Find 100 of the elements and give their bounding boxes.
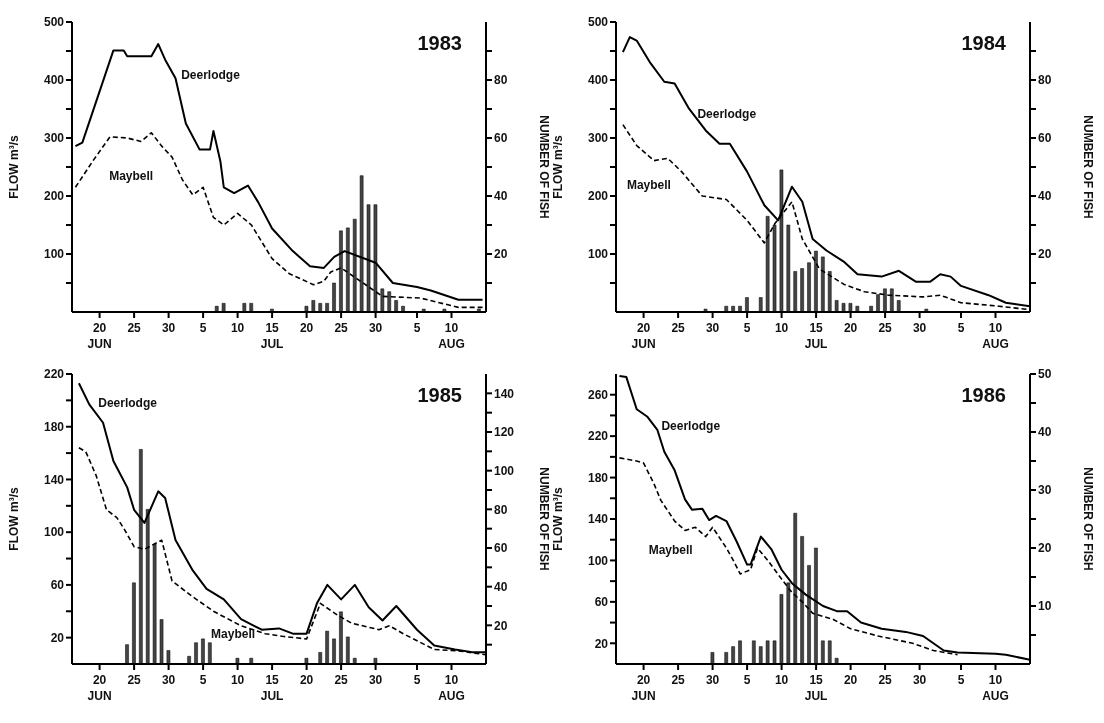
series-label: Maybell: [109, 169, 154, 183]
x-tick-label: 15 JUL: [804, 673, 828, 703]
y-tick-label: 180: [587, 470, 609, 485]
y2-tick-label: 20: [494, 618, 508, 633]
x-tick-label: 25: [127, 321, 142, 335]
y2-tick-label: 120: [494, 425, 515, 440]
x-tick-label: 10 AUG: [438, 321, 465, 351]
x-tick-label: 5: [199, 321, 207, 335]
y-tick-label: 100: [43, 525, 65, 540]
y2-tick-label: 60: [494, 131, 508, 146]
x-tick-label: 20 JUN: [631, 673, 656, 703]
x-tick-label: 25: [878, 321, 893, 335]
y2-axis-title: NUMBER OF FISH: [536, 115, 551, 219]
y-tick-label: 500: [43, 15, 65, 30]
x-tick-label: 15 JUL: [260, 321, 284, 351]
x-tick-label: 20: [843, 673, 858, 687]
x-tick-label: 25: [334, 321, 349, 335]
x-tick-label: 20: [299, 321, 314, 335]
y2-tick-label: 60: [494, 541, 508, 556]
x-tick-label: 20 JUN: [87, 673, 112, 703]
x-tick-label: 10: [230, 673, 245, 687]
x-tick-label: 5: [413, 673, 421, 687]
x-tick-label: 15 JUL: [260, 673, 284, 703]
series-label: Maybell: [211, 626, 256, 641]
y-tick-label: 140: [587, 512, 609, 527]
x-tick-label: 20 JUN: [631, 321, 656, 351]
x-tick-label: 20: [299, 673, 314, 687]
text: 1983: [417, 32, 462, 55]
y-tick-label: 180: [43, 419, 65, 434]
y-tick-label: 100: [43, 247, 65, 262]
y-tick-label: 100: [587, 247, 609, 262]
x-tick-label: 5: [743, 673, 751, 687]
x-tick-label: 10: [774, 673, 789, 687]
x-tick-label: 30: [705, 673, 720, 687]
x-tick-label: 30: [912, 673, 927, 687]
x-tick-label: 30: [368, 673, 383, 687]
x-tick-label: 25: [878, 673, 893, 687]
y-axis-title: FLOW m³/s: [7, 135, 22, 199]
x-tick-label: 25: [334, 673, 349, 687]
x-tick-label: 10 AUG: [438, 673, 465, 703]
y2-tick-label: 20: [1038, 247, 1052, 262]
x-tick-label: 25: [671, 673, 686, 687]
y2-tick-label: 40: [1038, 189, 1052, 204]
y2-tick-label: 80: [1038, 73, 1052, 88]
y-tick-label: 100: [587, 553, 609, 568]
text: 1985: [417, 384, 462, 407]
y2-tick-label: 40: [1038, 425, 1052, 440]
y2-tick-label: 30: [1038, 483, 1052, 498]
y-tick-label: 60: [594, 595, 609, 610]
y-tick-label: 400: [587, 73, 609, 88]
series-label: Maybell: [626, 177, 671, 192]
text: 1986: [961, 384, 1006, 407]
y2-tick-label: 80: [494, 73, 508, 88]
x-tick-label: 10: [230, 321, 245, 335]
x-tick-label: 30: [368, 321, 383, 335]
x-tick-label: 10 AUG: [982, 673, 1009, 703]
y2-tick-label: 100: [494, 463, 515, 478]
series-label: Deerlodge: [697, 106, 757, 121]
x-tick-label: 25: [127, 673, 142, 687]
y-axis-title: FLOW m³/s: [551, 135, 566, 199]
y-tick-label: 20: [594, 636, 609, 651]
x-tick-label: 20: [843, 321, 858, 335]
y-tick-label: 500: [587, 15, 609, 30]
x-tick-label: 5: [199, 673, 207, 687]
y-tick-label: 20: [50, 630, 65, 645]
y2-axis-title: NUMBER OF FISH: [1080, 115, 1095, 219]
y-tick-label: 200: [43, 189, 65, 204]
x-tick-label: 30: [705, 321, 720, 335]
y-tick-label: 300: [43, 131, 65, 146]
y-tick-label: 220: [43, 367, 65, 382]
text: 1984: [961, 32, 1006, 55]
x-tick-label: 5: [957, 673, 965, 687]
x-tick-label: 15 JUL: [804, 321, 828, 351]
x-tick-label: 30: [161, 673, 176, 687]
x-tick-label: 30: [912, 321, 927, 335]
y2-tick-label: 20: [494, 247, 508, 262]
y2-tick-label: 140: [494, 386, 515, 401]
x-tick-label: 10: [774, 321, 789, 335]
y2-tick-label: 40: [494, 189, 508, 204]
y-axis-title: FLOW m³/s: [551, 487, 566, 551]
series-label: Maybell: [648, 542, 693, 557]
y-tick-label: 300: [587, 131, 609, 146]
series-label: Deerlodge: [181, 67, 241, 82]
y-tick-label: 60: [50, 578, 65, 593]
y-tick-label: 260: [587, 387, 609, 402]
y2-tick-label: 10: [1038, 599, 1052, 614]
y2-tick-label: 60: [1038, 131, 1052, 146]
y-tick-label: 400: [43, 73, 65, 88]
y-tick-label: 220: [587, 429, 609, 444]
y2-tick-label: 80: [494, 502, 508, 517]
x-tick-label: 5: [957, 321, 965, 335]
y2-axis-title: NUMBER OF FISH: [536, 467, 551, 571]
series-label: Deerlodge: [98, 396, 158, 411]
y2-axis-title: NUMBER OF FISH: [1080, 467, 1095, 571]
x-tick-label: 20 JUN: [87, 321, 112, 351]
x-tick-label: 25: [671, 321, 686, 335]
y2-tick-label: 40: [494, 579, 508, 594]
y2-tick-label: 20: [1038, 541, 1052, 556]
y-tick-label: 140: [43, 472, 65, 487]
y-tick-label: 200: [587, 189, 609, 204]
